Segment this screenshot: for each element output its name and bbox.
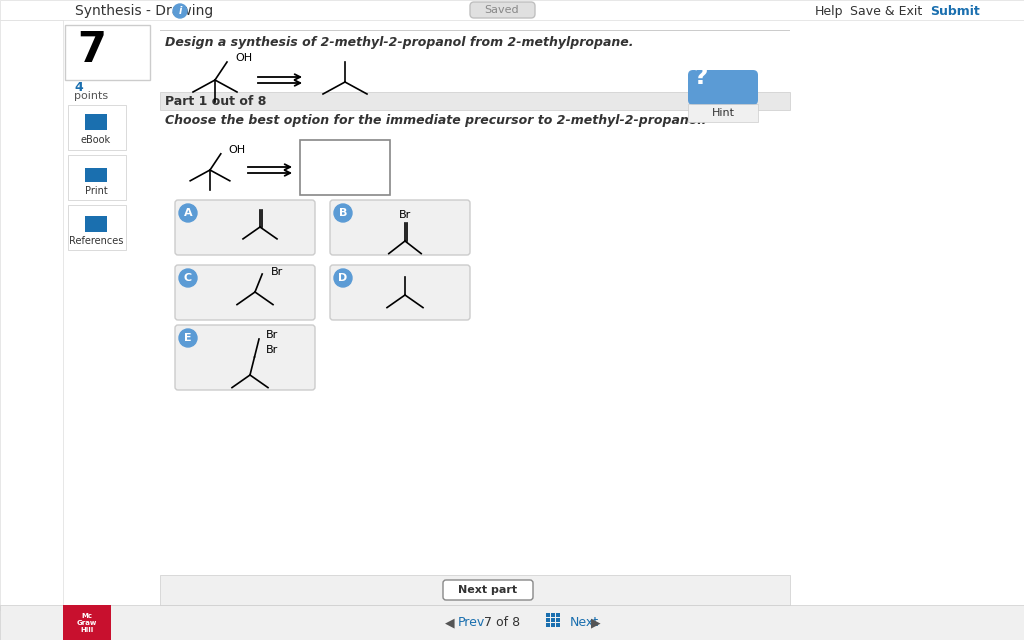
- Bar: [85, 168, 106, 182]
- Circle shape: [179, 329, 197, 347]
- FancyBboxPatch shape: [330, 265, 470, 320]
- Bar: [551, 623, 555, 627]
- Circle shape: [334, 204, 352, 222]
- Text: Submit: Submit: [930, 4, 980, 17]
- Text: Br: Br: [266, 345, 279, 355]
- Bar: [85, 114, 106, 130]
- Text: E: E: [184, 333, 191, 343]
- Bar: [551, 613, 555, 617]
- Text: Saved: Saved: [484, 5, 519, 15]
- Bar: [160, 92, 790, 110]
- Text: points: points: [74, 91, 109, 101]
- Text: 4: 4: [74, 81, 83, 93]
- Circle shape: [179, 269, 197, 287]
- Bar: [546, 613, 550, 617]
- Text: Br: Br: [399, 210, 411, 220]
- Text: A: A: [183, 208, 193, 218]
- Bar: [556, 613, 560, 617]
- Bar: [688, 104, 758, 122]
- Text: Synthesis - Drawing: Synthesis - Drawing: [75, 4, 213, 18]
- Text: C: C: [184, 273, 193, 283]
- Text: Part 1 out of 8: Part 1 out of 8: [165, 95, 266, 108]
- Text: OH: OH: [228, 145, 245, 156]
- Bar: [556, 623, 560, 627]
- Text: eBook: eBook: [81, 135, 111, 145]
- Bar: [85, 216, 106, 232]
- Bar: [65, 25, 150, 80]
- Text: ◀: ◀: [445, 616, 455, 630]
- Text: Save & Exit: Save & Exit: [850, 4, 923, 17]
- Bar: [68, 205, 126, 250]
- Text: Br: Br: [266, 330, 279, 340]
- FancyBboxPatch shape: [688, 70, 758, 105]
- Bar: [0, 20, 63, 610]
- Text: ?: ?: [693, 65, 708, 89]
- Text: D: D: [338, 273, 347, 283]
- Bar: [63, 605, 111, 640]
- Text: Mc
Graw
Hill: Mc Graw Hill: [77, 613, 97, 633]
- Bar: [68, 105, 126, 150]
- Bar: [546, 618, 550, 622]
- FancyBboxPatch shape: [443, 580, 534, 600]
- Bar: [0, 605, 1024, 640]
- FancyBboxPatch shape: [175, 200, 315, 255]
- Bar: [551, 618, 555, 622]
- Text: References: References: [69, 236, 123, 246]
- FancyBboxPatch shape: [175, 265, 315, 320]
- FancyBboxPatch shape: [330, 200, 470, 255]
- Text: Hint: Hint: [712, 108, 734, 118]
- Bar: [160, 30, 790, 31]
- FancyBboxPatch shape: [175, 325, 315, 390]
- Text: Print: Print: [85, 186, 108, 196]
- Text: ▶: ▶: [591, 616, 601, 630]
- Text: Choose the best option for the immediate precursor to 2-methyl-2-propanol.: Choose the best option for the immediate…: [165, 113, 707, 127]
- FancyBboxPatch shape: [470, 2, 535, 18]
- Circle shape: [179, 204, 197, 222]
- Circle shape: [334, 269, 352, 287]
- Text: Next part: Next part: [459, 585, 517, 595]
- Text: Help: Help: [815, 4, 844, 17]
- Text: Next: Next: [570, 616, 599, 630]
- Bar: [300, 140, 390, 195]
- Text: 7 of 8: 7 of 8: [484, 616, 520, 630]
- Text: B: B: [339, 208, 347, 218]
- Text: Prev: Prev: [458, 616, 485, 630]
- Bar: [556, 618, 560, 622]
- Text: i: i: [178, 6, 181, 16]
- Circle shape: [173, 4, 187, 18]
- Bar: [68, 155, 126, 200]
- Bar: [0, 0, 1024, 20]
- Text: Br: Br: [271, 268, 284, 277]
- Text: 7: 7: [78, 29, 106, 71]
- Bar: [546, 623, 550, 627]
- Text: Design a synthesis of 2-methyl-2-propanol from 2-methylpropane.: Design a synthesis of 2-methyl-2-propano…: [165, 35, 634, 49]
- Text: OH: OH: [234, 53, 252, 63]
- Bar: [160, 575, 790, 605]
